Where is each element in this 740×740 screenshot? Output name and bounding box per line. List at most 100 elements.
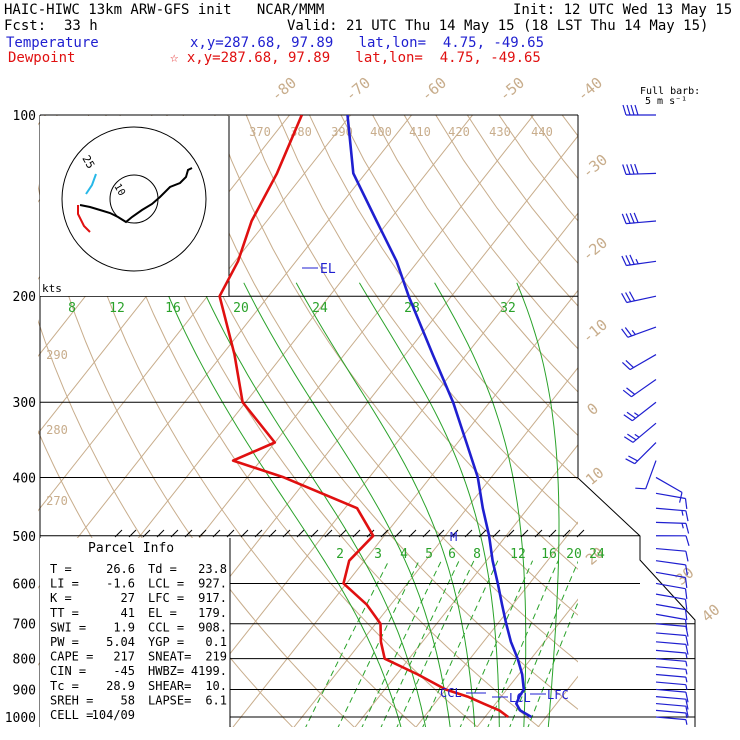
barb-shaft bbox=[655, 632, 686, 637]
pressure-tick-label: 100 bbox=[13, 109, 36, 124]
parcel-key: HWBZ= bbox=[148, 664, 184, 678]
temperature-location: x,y=287.68, 97.89 lat,lon= 4.75, -49.65 bbox=[190, 35, 545, 51]
mixing-ratio-label: 20 bbox=[566, 547, 582, 562]
pressure-tick-label: 300 bbox=[13, 396, 36, 411]
parcel-key: PW = bbox=[50, 635, 79, 649]
isotherm-label: -10 bbox=[579, 316, 611, 347]
hatch-mark bbox=[450, 529, 459, 538]
wind-barb bbox=[655, 613, 688, 630]
dry-adiabat-line bbox=[561, 115, 578, 137]
parcel-value: 917. bbox=[198, 591, 227, 605]
theta-label: 430 bbox=[489, 125, 511, 139]
pressure-tick-label: 200 bbox=[13, 290, 36, 305]
wind-barb bbox=[621, 254, 657, 267]
hodograph-units: kts bbox=[42, 282, 62, 295]
pressure-tick-label: 700 bbox=[13, 618, 36, 633]
wind-barb bbox=[623, 401, 657, 422]
wind-barb bbox=[655, 696, 689, 710]
moist-adiabat-line bbox=[162, 282, 402, 727]
dry-adiabat-line bbox=[308, 115, 578, 481]
moist-adiabat-label: 24 bbox=[312, 301, 328, 316]
wind-barb bbox=[655, 476, 683, 503]
barb-tick bbox=[629, 254, 635, 265]
barb-tick bbox=[685, 510, 689, 522]
ccl-label: CCL bbox=[440, 686, 462, 700]
header-title: HAIC-HIWC 13km ARW-GFS init NCAR/MMM bbox=[4, 2, 325, 18]
hatch-mark bbox=[324, 529, 333, 538]
mixing-ratio-label: 12 bbox=[510, 547, 526, 562]
barb-shaft bbox=[655, 571, 686, 579]
dry-adiabat-line bbox=[277, 115, 578, 525]
isotherm-label: 0 bbox=[584, 399, 602, 419]
hatch-mark bbox=[520, 529, 529, 538]
barb-tick bbox=[685, 644, 689, 655]
wind-barb bbox=[655, 535, 690, 546]
barb-tick bbox=[626, 387, 636, 395]
hatch-mark bbox=[464, 529, 473, 538]
parcel-value: 217 bbox=[113, 650, 135, 664]
isotherm-label: -80 bbox=[268, 74, 300, 105]
wind-barb bbox=[622, 104, 656, 116]
isotherm-label: -50 bbox=[496, 74, 528, 105]
theta-label: 410 bbox=[409, 125, 431, 139]
mixing-ratio-line bbox=[337, 560, 420, 727]
barb-shaft bbox=[625, 172, 657, 175]
wind-barbs: Full barb:5 m s⁻¹ bbox=[621, 86, 700, 725]
barb-legend-line2: 5 m s⁻¹ bbox=[645, 96, 687, 107]
barb-tick bbox=[625, 292, 632, 302]
barb-half-tick bbox=[685, 661, 688, 667]
hatch-mark bbox=[212, 529, 221, 538]
hatch-mark bbox=[380, 529, 389, 538]
barb-half-tick bbox=[634, 433, 640, 438]
dry-adiabat-line bbox=[614, 102, 740, 730]
parcel-value: 58 bbox=[121, 693, 135, 707]
barb-half-tick bbox=[685, 669, 688, 675]
hodograph-ring-outer bbox=[61, 126, 207, 272]
barb-tick bbox=[626, 164, 631, 175]
hodograph-ring-label: 25 bbox=[79, 153, 97, 171]
theta-label: 440 bbox=[531, 125, 553, 139]
barb-tick bbox=[621, 328, 629, 338]
wind-barb bbox=[622, 378, 657, 398]
parcel-key: SNEAT= bbox=[148, 650, 191, 664]
mixing-ratio-label: 16 bbox=[541, 547, 557, 562]
parcel-key: CCL = bbox=[148, 620, 184, 634]
moist-adiabat-label: 20 bbox=[233, 301, 249, 316]
parcel-value: 26.6 bbox=[106, 562, 135, 576]
barb-half-tick bbox=[634, 412, 640, 417]
wind-barb bbox=[655, 658, 688, 667]
parcel-value: 41 bbox=[121, 606, 135, 620]
isotherm-label: -70 bbox=[342, 74, 374, 105]
adiabat-label: 290 bbox=[46, 348, 68, 362]
moist-adiabat-line bbox=[434, 282, 527, 727]
mixing-ratio-label: 6 bbox=[448, 547, 456, 562]
hatch-mark bbox=[506, 529, 515, 538]
barb-tick bbox=[684, 577, 688, 588]
barb-shaft bbox=[655, 547, 686, 552]
wind-barb bbox=[655, 709, 688, 719]
barb-tick bbox=[685, 706, 689, 717]
dewpoint-line bbox=[218, 115, 509, 719]
barb-tick bbox=[685, 699, 689, 710]
hodograph-inner-label: 10 bbox=[111, 182, 127, 198]
moist-adiabat-label: 16 bbox=[165, 301, 181, 316]
dry-adiabat-line bbox=[435, 115, 578, 307]
wind-barb bbox=[621, 212, 657, 225]
barb-half-tick bbox=[681, 510, 684, 516]
barb-tick bbox=[684, 599, 688, 610]
barb-tick bbox=[621, 293, 628, 303]
isotherm-line bbox=[415, 521, 578, 727]
barb-tick bbox=[684, 498, 688, 509]
mixing-ratio-label: 4 bbox=[400, 547, 408, 562]
barb-shaft bbox=[655, 507, 686, 512]
hatch-mark bbox=[338, 529, 347, 538]
barb-half-tick bbox=[681, 523, 684, 529]
hodograph-upper bbox=[85, 173, 97, 195]
wind-barb bbox=[655, 632, 689, 646]
barb-tick bbox=[635, 487, 646, 490]
parcel-key: LI = bbox=[50, 577, 79, 591]
barb-shaft bbox=[632, 401, 657, 422]
parcel-key: CIN = bbox=[50, 664, 86, 678]
hodograph-trace bbox=[79, 167, 193, 224]
pressure-tick-label: 800 bbox=[13, 653, 36, 668]
